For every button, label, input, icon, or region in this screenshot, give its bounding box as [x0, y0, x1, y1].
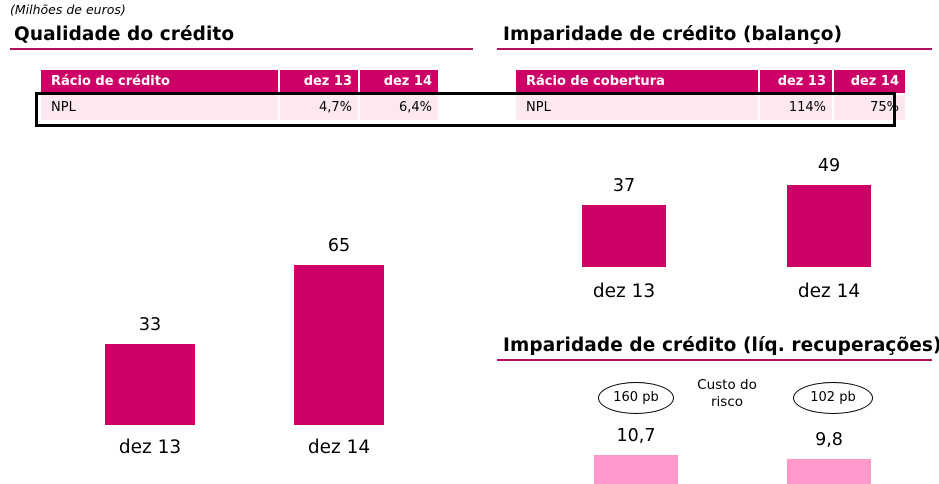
bar-value-label: 10,7 [616, 426, 656, 446]
bar-value-label: 33 [138, 314, 162, 335]
bar [294, 265, 384, 425]
cost-of-risk-label-line1: Custo do [697, 377, 757, 393]
bar [105, 343, 195, 425]
bar [787, 459, 871, 484]
category-label: dez 13 [118, 437, 182, 458]
table-header: Rácio de crédito [41, 70, 280, 94]
npl-highlight-box [35, 92, 896, 127]
table-header: Rácio de cobertura [516, 70, 760, 94]
right-bottom-section-rule [497, 359, 932, 361]
bar [594, 455, 678, 484]
bar-value-label: 49 [817, 156, 841, 176]
cost-of-risk-badge-dez14: 102 pb [793, 382, 873, 414]
credit-ratio-table: Rácio de crédito dez 13 dez 14 NPL 4,7% … [41, 70, 440, 120]
left-section-title: Qualidade do crédito [14, 24, 235, 45]
right-bottom-section-title: Imparidade de crédito (líq. recuperações… [503, 335, 939, 356]
table-header-row: Rácio de cobertura dez 13 dez 14 [516, 70, 907, 94]
category-label: dez 13 [592, 281, 656, 302]
table-header-row: Rácio de crédito dez 13 dez 14 [41, 70, 440, 94]
bar [582, 205, 666, 267]
coverage-ratio-table: Rácio de cobertura dez 13 dez 14 NPL 114… [516, 70, 907, 120]
cost-of-risk-label-line2: risco [710, 394, 744, 410]
bar [787, 185, 871, 267]
units-note: (Milhões de euros) [10, 2, 126, 17]
cost-of-risk-badge-dez13: 160 pb [598, 382, 674, 414]
bar-value-label: 9,8 [815, 430, 843, 451]
table-header: dez 13 [279, 70, 360, 94]
table-header: dez 13 [759, 70, 834, 94]
table-header: dez 14 [833, 70, 907, 94]
table-cell: 4,7% [279, 93, 360, 120]
table-cell: 114% [759, 93, 834, 120]
category-label: dez 14 [797, 281, 861, 302]
table-cell: 6,4% [359, 93, 440, 120]
right-top-section-title: Imparidade de crédito (balanço) [503, 24, 843, 45]
category-label: dez 14 [307, 437, 371, 458]
table-header: dez 14 [359, 70, 440, 94]
cost-of-risk-label: Custo do risco [682, 377, 772, 411]
table-row: NPL 4,7% 6,4% [41, 93, 440, 120]
table-row: NPL 114% 75% [516, 93, 907, 120]
left-section-rule [10, 48, 473, 50]
table-cell: NPL [41, 93, 280, 120]
right-top-section-rule [497, 48, 932, 50]
bar-value-label: 37 [612, 176, 636, 197]
table-cell: NPL [516, 93, 760, 120]
bar-value-label: 65 [327, 236, 351, 256]
